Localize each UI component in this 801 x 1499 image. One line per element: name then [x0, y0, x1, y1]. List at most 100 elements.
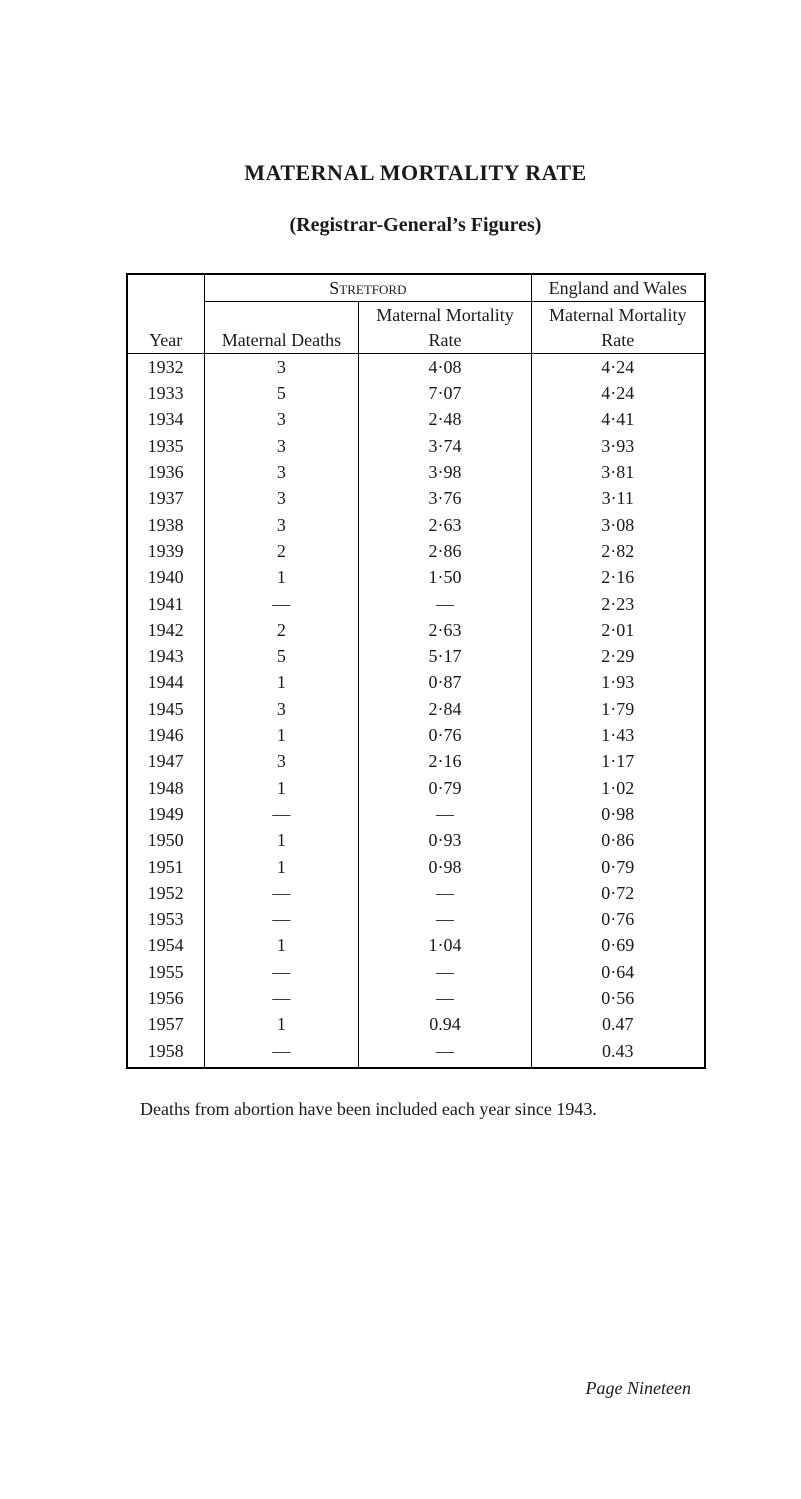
col-header-ew-mmr: Maternal MortalityRate — [531, 302, 704, 354]
cell-year: 1950 — [127, 827, 205, 853]
cell-year: 1949 — [127, 801, 205, 827]
table-row: 1955——0·64 — [127, 959, 705, 985]
cell-maternal-deaths: 2 — [204, 617, 358, 643]
cell-stretford-mmr: — — [359, 880, 532, 906]
table-row: 1958——0.43 — [127, 1038, 705, 1068]
mortality-table: Year Stretford England and Wales Materna… — [126, 273, 706, 1069]
cell-ew-mmr: 1·79 — [531, 696, 704, 722]
cell-ew-mmr: 0·86 — [531, 827, 704, 853]
table-row: 195411·040·69 — [127, 932, 705, 958]
cell-year: 1951 — [127, 854, 205, 880]
cell-stretford-mmr: 3·98 — [359, 459, 532, 485]
cell-stretford-mmr: 5·17 — [359, 643, 532, 669]
cell-maternal-deaths: 1 — [204, 827, 358, 853]
cell-maternal-deaths: 3 — [204, 406, 358, 432]
cell-stretford-mmr: 2·84 — [359, 696, 532, 722]
col-header-year: Year — [127, 274, 205, 353]
cell-maternal-deaths: 3 — [204, 696, 358, 722]
table-row: 195710.940.47 — [127, 1011, 705, 1037]
col-group-england-wales: England and Wales — [531, 274, 704, 302]
cell-maternal-deaths: — — [204, 906, 358, 932]
cell-ew-mmr: 0·79 — [531, 854, 704, 880]
cell-year: 1942 — [127, 617, 205, 643]
cell-year: 1944 — [127, 669, 205, 695]
cell-stretford-mmr: 4·08 — [359, 353, 532, 380]
cell-year: 1938 — [127, 512, 205, 538]
cell-ew-mmr: 0.43 — [531, 1038, 704, 1068]
cell-maternal-deaths: 3 — [204, 459, 358, 485]
table-row: 194732·161·17 — [127, 748, 705, 774]
cell-year: 1957 — [127, 1011, 205, 1037]
page-number: Page Nineteen — [586, 1378, 691, 1399]
cell-maternal-deaths: 1 — [204, 669, 358, 695]
cell-stretford-mmr: — — [359, 906, 532, 932]
cell-stretford-mmr: 0·76 — [359, 722, 532, 748]
table-row: 194222·632·01 — [127, 617, 705, 643]
col-header-maternal-deaths: Maternal Deaths — [204, 302, 358, 354]
cell-ew-mmr: 0·76 — [531, 906, 704, 932]
table-row: 193533·743·93 — [127, 433, 705, 459]
cell-ew-mmr: 0·98 — [531, 801, 704, 827]
cell-ew-mmr: 2·23 — [531, 591, 704, 617]
cell-ew-mmr: 0·69 — [531, 932, 704, 958]
cell-stretford-mmr: 0·98 — [359, 854, 532, 880]
cell-maternal-deaths: 1 — [204, 775, 358, 801]
page-title: MATERNAL MORTALITY RATE — [120, 160, 711, 186]
cell-ew-mmr: 0·64 — [531, 959, 704, 985]
cell-stretford-mmr: — — [359, 801, 532, 827]
cell-ew-mmr: 0·72 — [531, 880, 704, 906]
cell-stretford-mmr: 2·63 — [359, 617, 532, 643]
cell-maternal-deaths: 1 — [204, 1011, 358, 1037]
cell-maternal-deaths: 1 — [204, 722, 358, 748]
cell-maternal-deaths: — — [204, 801, 358, 827]
col-group-stretford: Stretford — [204, 274, 531, 302]
cell-ew-mmr: 3·81 — [531, 459, 704, 485]
cell-stretford-mmr: 0.94 — [359, 1011, 532, 1037]
cell-maternal-deaths: 3 — [204, 433, 358, 459]
cell-year: 1937 — [127, 485, 205, 511]
cell-ew-mmr: 3·08 — [531, 512, 704, 538]
cell-maternal-deaths: 1 — [204, 564, 358, 590]
cell-ew-mmr: 2·29 — [531, 643, 704, 669]
cell-ew-mmr: 0·56 — [531, 985, 704, 1011]
table-row: 1941——2·23 — [127, 591, 705, 617]
cell-stretford-mmr: 0·87 — [359, 669, 532, 695]
table-row: 193633·983·81 — [127, 459, 705, 485]
cell-year: 1955 — [127, 959, 205, 985]
table-row: 1953——0·76 — [127, 906, 705, 932]
cell-maternal-deaths: — — [204, 591, 358, 617]
cell-stretford-mmr: — — [359, 985, 532, 1011]
table-row: 194011·502·16 — [127, 564, 705, 590]
cell-maternal-deaths: 3 — [204, 485, 358, 511]
cell-year: 1940 — [127, 564, 205, 590]
cell-stretford-mmr: 0·79 — [359, 775, 532, 801]
cell-maternal-deaths: — — [204, 880, 358, 906]
cell-year: 1932 — [127, 353, 205, 380]
table-row: 193357·074·24 — [127, 380, 705, 406]
table-row: 1949——0·98 — [127, 801, 705, 827]
table-row: 1952——0·72 — [127, 880, 705, 906]
table-row: 194532·841·79 — [127, 696, 705, 722]
cell-year: 1933 — [127, 380, 205, 406]
cell-ew-mmr: 1·17 — [531, 748, 704, 774]
cell-stretford-mmr: — — [359, 959, 532, 985]
cell-ew-mmr: 2·16 — [531, 564, 704, 590]
col-header-stretford-mmr: Maternal MortalityRate — [359, 302, 532, 354]
table-row: 193922·862·82 — [127, 538, 705, 564]
cell-ew-mmr: 2·01 — [531, 617, 704, 643]
cell-maternal-deaths: — — [204, 1038, 358, 1068]
cell-year: 1946 — [127, 722, 205, 748]
cell-ew-mmr: 0.47 — [531, 1011, 704, 1037]
cell-year: 1943 — [127, 643, 205, 669]
cell-maternal-deaths: 3 — [204, 748, 358, 774]
table-row: 194410·871·93 — [127, 669, 705, 695]
mortality-table-body: 193234·084·24193357·074·24193432·484·411… — [127, 353, 705, 1068]
cell-maternal-deaths: 5 — [204, 380, 358, 406]
cell-year: 1945 — [127, 696, 205, 722]
cell-stretford-mmr: 7·07 — [359, 380, 532, 406]
table-row: 1956——0·56 — [127, 985, 705, 1011]
cell-stretford-mmr: 2·86 — [359, 538, 532, 564]
cell-year: 1958 — [127, 1038, 205, 1068]
document-page: MATERNAL MORTALITY RATE (Registrar-Gener… — [0, 0, 801, 1499]
cell-maternal-deaths: — — [204, 985, 358, 1011]
